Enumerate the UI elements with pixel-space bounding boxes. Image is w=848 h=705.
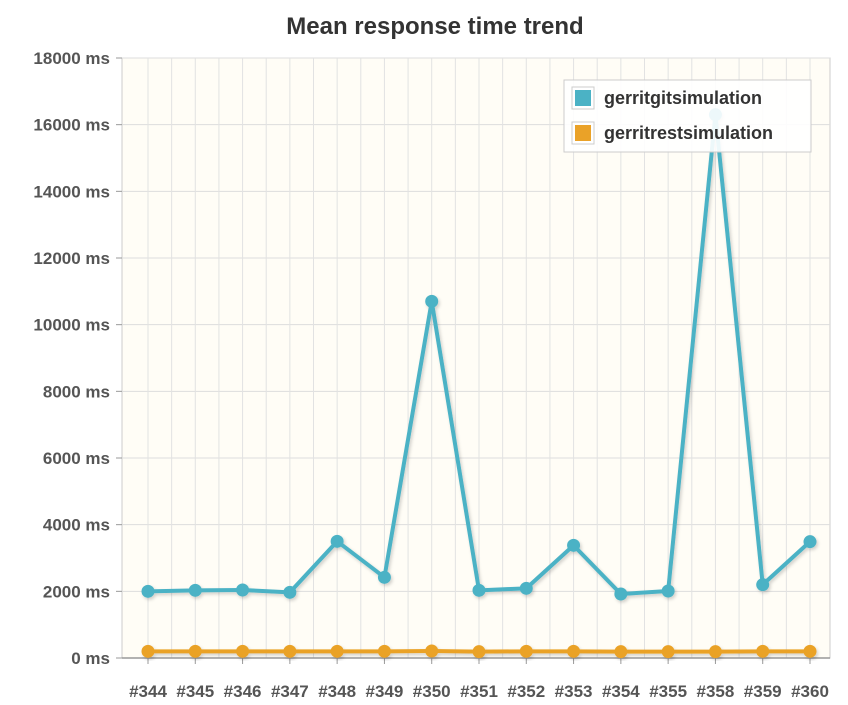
legend: gerritgitsimulation gerritrestsimulation [563, 79, 812, 153]
data-point [567, 538, 581, 552]
data-point [803, 644, 817, 658]
series-gerritgitsimulation [141, 108, 817, 601]
data-point [519, 581, 533, 595]
y-tick-label: 10000 ms [33, 316, 110, 335]
x-tick-label: #345 [176, 682, 214, 701]
x-tick-label: #350 [413, 682, 451, 701]
data-point [141, 584, 155, 598]
data-point [377, 644, 391, 658]
data-point [614, 645, 628, 659]
x-tick-label: #352 [507, 682, 545, 701]
x-tick-label: #353 [555, 682, 593, 701]
x-tick-label: #358 [697, 682, 735, 701]
y-tick-label: 2000 ms [43, 582, 110, 601]
data-point [661, 645, 675, 659]
data-point [141, 644, 155, 658]
data-point [519, 644, 533, 658]
data-point [330, 644, 344, 658]
x-tick-label: #346 [224, 682, 262, 701]
legend-label: gerritrestsimulation [604, 123, 773, 143]
x-tick-label: #355 [649, 682, 687, 701]
data-point [614, 587, 628, 601]
y-tick-label: 12000 ms [33, 249, 110, 268]
data-point [236, 583, 250, 597]
x-tick-label: #359 [744, 682, 782, 701]
legend-swatch [575, 90, 591, 106]
data-point [425, 294, 439, 308]
x-tick-label: #354 [602, 682, 640, 701]
data-point [425, 644, 439, 658]
y-tick-label: 14000 ms [33, 182, 110, 201]
data-point [472, 583, 486, 597]
data-point [236, 644, 250, 658]
chart-title: Mean response time trend [286, 13, 583, 40]
y-tick-label: 4000 ms [43, 516, 110, 535]
legend-label: gerritgitsimulation [604, 88, 762, 108]
x-axis: #344 #345 #346 #347 #348 #349 #350 #351 #352 #353… [122, 657, 830, 701]
data-point [661, 584, 675, 598]
y-tick-label: 16000 ms [33, 116, 110, 135]
x-tick-label: #347 [271, 682, 309, 701]
data-point [756, 644, 770, 658]
data-point [283, 585, 297, 599]
series-layer [141, 108, 817, 659]
y-tick-label: 18000 ms [33, 49, 110, 68]
x-tick-label: #360 [791, 682, 829, 701]
data-point [756, 578, 770, 592]
y-axis: 0 ms 2000 ms 4000 ms 6000 ms 8000 ms 10000 ms… [33, 49, 122, 668]
data-point [803, 535, 817, 549]
data-point [708, 645, 722, 659]
y-tick-label: 8000 ms [43, 382, 110, 401]
data-point [567, 644, 581, 658]
data-point [377, 570, 391, 584]
legend-box [563, 79, 812, 153]
data-point [188, 583, 202, 597]
y-tick-label: 0 ms [71, 649, 110, 668]
series-gerritrestsimulation [141, 644, 817, 659]
x-tick-label: #349 [366, 682, 404, 701]
data-point [283, 644, 297, 658]
legend-swatch [575, 125, 591, 141]
data-point [188, 644, 202, 658]
y-tick-label: 6000 ms [43, 449, 110, 468]
x-tick-label: #351 [460, 682, 498, 701]
data-point [472, 645, 486, 659]
x-tick-label: #348 [318, 682, 356, 701]
data-point [330, 534, 344, 548]
x-tick-label: #344 [129, 682, 167, 701]
